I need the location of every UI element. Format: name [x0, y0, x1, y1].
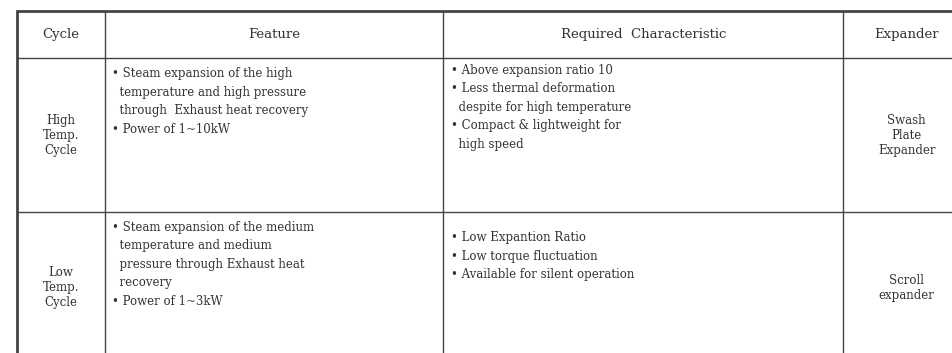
Text: Feature: Feature	[248, 28, 300, 41]
Text: • Steam expansion of the medium
  temperature and medium
  pressure through Exha: • Steam expansion of the medium temperat…	[112, 221, 314, 307]
Text: Required  Characteristic: Required Characteristic	[560, 28, 725, 41]
Text: Expander: Expander	[874, 28, 938, 41]
Text: Swash
Plate
Expander: Swash Plate Expander	[877, 114, 935, 156]
Text: High
Temp.
Cycle: High Temp. Cycle	[43, 114, 79, 156]
Text: • Steam expansion of the high
  temperature and high pressure
  through  Exhaust: • Steam expansion of the high temperatur…	[112, 67, 308, 136]
Text: Scroll
expander: Scroll expander	[878, 274, 934, 302]
Text: Cycle: Cycle	[43, 28, 79, 41]
Text: • Low Expantion Ratio
• Low torque fluctuation
• Available for silent operation: • Low Expantion Ratio • Low torque fluct…	[450, 231, 633, 281]
Text: Low
Temp.
Cycle: Low Temp. Cycle	[43, 266, 79, 309]
Text: • Above expansion ratio 10
• Less thermal deformation
  despite for high tempera: • Above expansion ratio 10 • Less therma…	[450, 64, 630, 150]
